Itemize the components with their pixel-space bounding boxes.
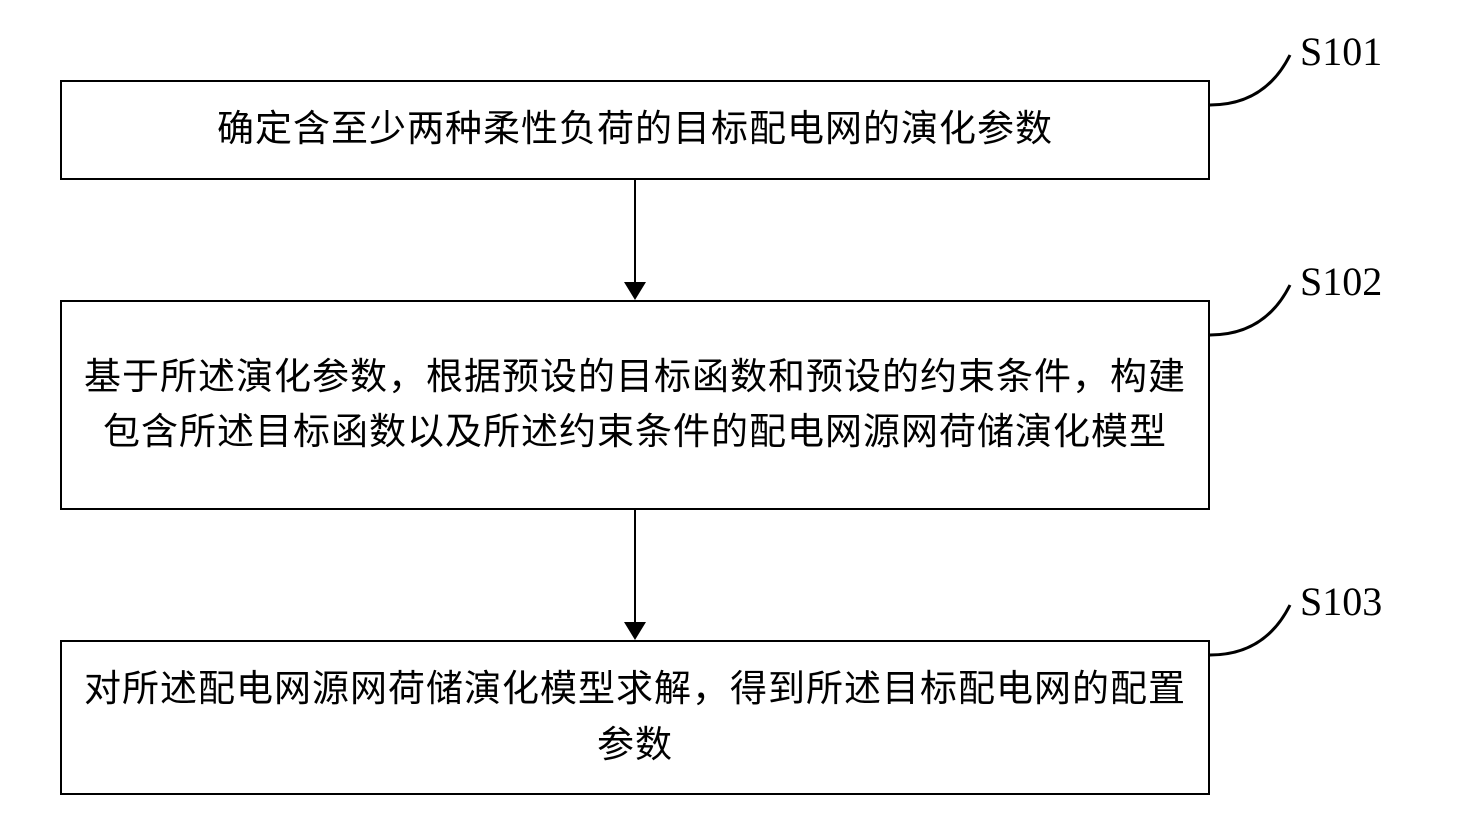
flowchart-container: { "flowchart": { "type": "flowchart", "b…: [0, 0, 1474, 827]
step-text-s101: 确定含至少两种柔性负荷的目标配电网的演化参数: [217, 102, 1053, 158]
arrow-head-2-3: [624, 622, 646, 640]
step-text-s103: 对所述配电网源网荷储演化模型求解，得到所述目标配电网的配置参数: [82, 662, 1188, 773]
step-box-s102: 基于所述演化参数，根据预设的目标函数和预设的约束条件，构建包含所述目标函数以及所…: [60, 300, 1210, 510]
step-text-s102: 基于所述演化参数，根据预设的目标函数和预设的约束条件，构建包含所述目标函数以及所…: [82, 350, 1188, 461]
connector-s103: [1210, 590, 1300, 660]
step-label-s103: S103: [1300, 578, 1382, 625]
step-label-s102: S102: [1300, 258, 1382, 305]
connector-s101: [1210, 40, 1300, 110]
step-box-s101: 确定含至少两种柔性负荷的目标配电网的演化参数: [60, 80, 1210, 180]
arrow-line-2-3: [634, 510, 636, 622]
connector-s102: [1210, 270, 1300, 340]
arrow-head-1-2: [624, 282, 646, 300]
step-label-s101: S101: [1300, 28, 1382, 75]
arrow-line-1-2: [634, 180, 636, 282]
step-box-s103: 对所述配电网源网荷储演化模型求解，得到所述目标配电网的配置参数: [60, 640, 1210, 795]
